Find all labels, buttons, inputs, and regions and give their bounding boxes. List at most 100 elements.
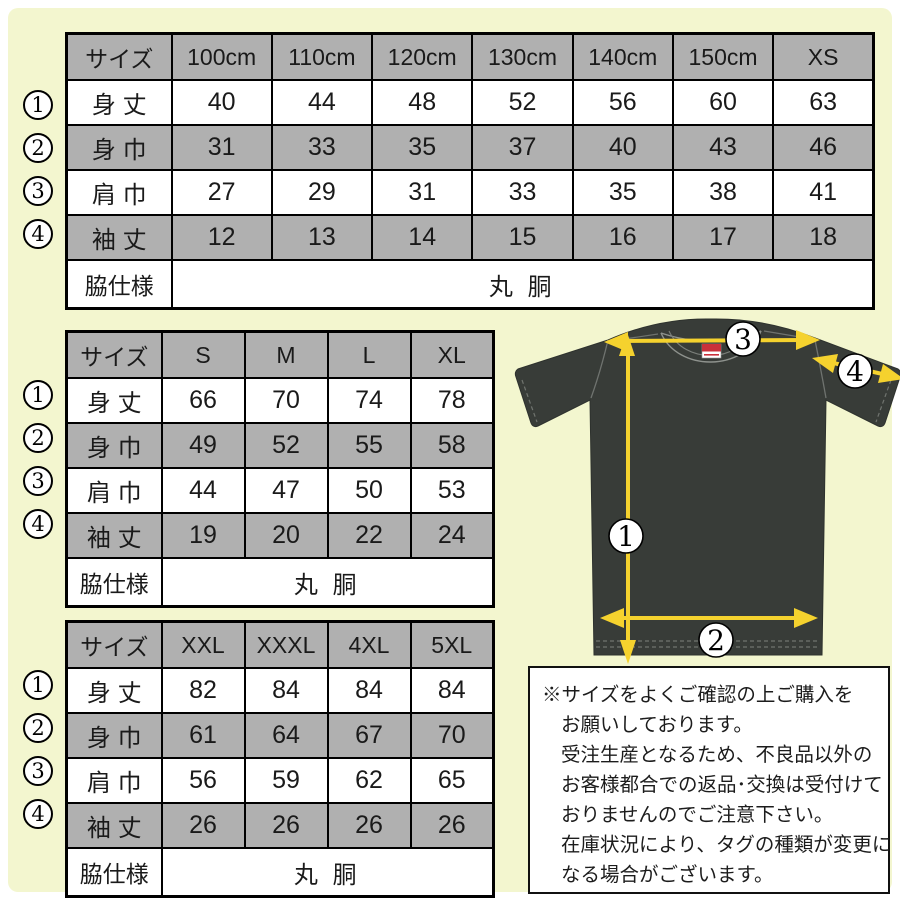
cell-value: 52 <box>471 79 574 126</box>
cell-value: 26 <box>409 802 495 849</box>
row-marker-1: 1 <box>23 670 53 700</box>
column-header: サイズ <box>65 32 173 81</box>
cell-value: 65 <box>409 757 495 804</box>
table-header-row: サイズ 100cm 110cm 120cm 130cm 140cm 150cm … <box>65 32 875 81</box>
arrow-shoulder-width <box>617 338 807 343</box>
row-marker-2: 2 <box>23 133 53 163</box>
row-label: 袖 丈 <box>65 214 173 261</box>
arrowhead <box>620 640 636 664</box>
cell-value: 13 <box>270 214 374 261</box>
side-spec-value: 丸 胴 <box>170 259 875 310</box>
cell-value: 26 <box>160 802 246 849</box>
row-label: 身 丈 <box>65 377 163 424</box>
tshirt-measurement-diagram: 3 4 1 2 <box>514 318 900 664</box>
row-label: 肩 巾 <box>65 169 173 216</box>
row-label: 袖 丈 <box>65 512 163 559</box>
cell-value: 40 <box>170 79 273 126</box>
row-label: 脇仕様 <box>65 557 163 608</box>
cell-value: 70 <box>409 712 495 759</box>
column-header: 130cm <box>471 32 574 81</box>
row-marker-1: 1 <box>23 90 53 120</box>
diagram-marker-1: 1 <box>617 520 635 553</box>
cell-value: 14 <box>371 214 474 261</box>
cell-value: 64 <box>243 712 329 759</box>
cell-value: 50 <box>326 467 412 514</box>
diagram-marker-circle-2 <box>698 622 734 658</box>
notice-line: お客様都合での返品･交換は受付けて <box>561 774 883 796</box>
side-spec-value: 丸 胴 <box>160 557 495 608</box>
cell-value: 31 <box>371 169 474 216</box>
column-header: XL <box>409 330 495 379</box>
cell-value: 56 <box>160 757 246 804</box>
notice-line: 在庫状況により、タグの種類が変更に <box>561 834 892 856</box>
cell-value: 46 <box>772 124 875 171</box>
cell-value: 48 <box>371 79 474 126</box>
cell-value: 59 <box>243 757 329 804</box>
cell-value: 27 <box>170 169 273 216</box>
arrowhead <box>796 330 820 350</box>
cell-value: 19 <box>160 512 246 559</box>
cell-value: 12 <box>170 214 273 261</box>
table-footer-row: 脇仕様 丸 胴 <box>65 259 875 310</box>
row-label: 身 丈 <box>65 79 173 126</box>
row-label: 脇仕様 <box>65 847 163 898</box>
arrowhead <box>812 354 838 373</box>
cell-value: 66 <box>160 377 246 424</box>
row-marker-3: 3 <box>23 756 53 786</box>
row-marker-4: 4 <box>23 509 53 539</box>
cell-value: 26 <box>326 802 412 849</box>
cell-value: 67 <box>326 712 412 759</box>
arrowhead <box>619 332 635 356</box>
cell-value: 37 <box>471 124 574 171</box>
cell-value: 26 <box>243 802 329 849</box>
column-header: サイズ <box>65 620 163 669</box>
row-marker-3: 3 <box>23 176 53 206</box>
cell-value: 53 <box>409 467 495 514</box>
cell-value: 55 <box>326 422 412 469</box>
row-label: 脇仕様 <box>65 259 173 310</box>
row-label: 身 巾 <box>65 124 173 171</box>
purchase-notice-box: ※サイズをよくご確認の上ご購入を お願いしております。 受注生産となるため、不良… <box>528 666 892 894</box>
cell-value: 29 <box>270 169 374 216</box>
table-row: 袖 丈 12 13 14 15 16 17 18 <box>65 214 875 261</box>
row-marker-3: 3 <box>23 466 53 496</box>
column-header: サイズ <box>65 330 163 379</box>
table-header-row: サイズ XXL XXXL 4XL 5XL <box>65 620 495 669</box>
diagram-marker-2: 2 <box>707 624 725 657</box>
size-table-big: サイズ XXL XXXL 4XL 5XL 身 丈 82 84 84 84 身 巾… <box>65 620 495 898</box>
row-label: 袖 丈 <box>65 802 163 849</box>
sleeve-stitch-left <box>521 379 538 423</box>
cell-value: 38 <box>671 169 775 216</box>
background-panel: サイズ 100cm 110cm 120cm 130cm 140cm 150cm … <box>8 8 900 898</box>
column-header: 5XL <box>409 620 495 669</box>
cell-value: 43 <box>671 124 775 171</box>
cell-value: 61 <box>160 712 246 759</box>
tshirt-silhouette <box>514 318 900 656</box>
table-row: 身 巾 31 33 35 37 40 43 46 <box>65 124 875 171</box>
side-spec-value: 丸 胴 <box>160 847 495 898</box>
diagram-markers: 3 4 1 2 <box>608 321 873 658</box>
cell-value: 40 <box>571 124 674 171</box>
cell-value: 18 <box>772 214 875 261</box>
row-marker-2: 2 <box>23 423 53 453</box>
row-label: 身 巾 <box>65 712 163 759</box>
row-label: 肩 巾 <box>65 757 163 804</box>
cell-value: 74 <box>326 377 412 424</box>
diagram-marker-circle-1 <box>608 518 644 554</box>
size-table-kids: サイズ 100cm 110cm 120cm 130cm 140cm 150cm … <box>65 32 875 310</box>
cell-value: 84 <box>326 667 412 714</box>
cell-value: 60 <box>671 79 775 126</box>
cell-value: 47 <box>243 467 329 514</box>
cell-value: 17 <box>671 214 775 261</box>
size-table-adult: サイズ S M L XL 身 丈 66 70 74 78 身 巾 49 52 5… <box>65 330 495 608</box>
notice-line: ※サイズをよくご確認の上ご購入を <box>542 684 854 706</box>
measurement-arrows <box>600 330 900 664</box>
row-marker-2: 2 <box>23 713 53 743</box>
column-header: XXXL <box>243 620 329 669</box>
cell-value: 20 <box>243 512 329 559</box>
table-row: 肩 巾 44 47 50 53 <box>65 467 495 514</box>
cell-value: 22 <box>326 512 412 559</box>
cell-value: 41 <box>772 169 875 216</box>
cell-value: 44 <box>160 467 246 514</box>
